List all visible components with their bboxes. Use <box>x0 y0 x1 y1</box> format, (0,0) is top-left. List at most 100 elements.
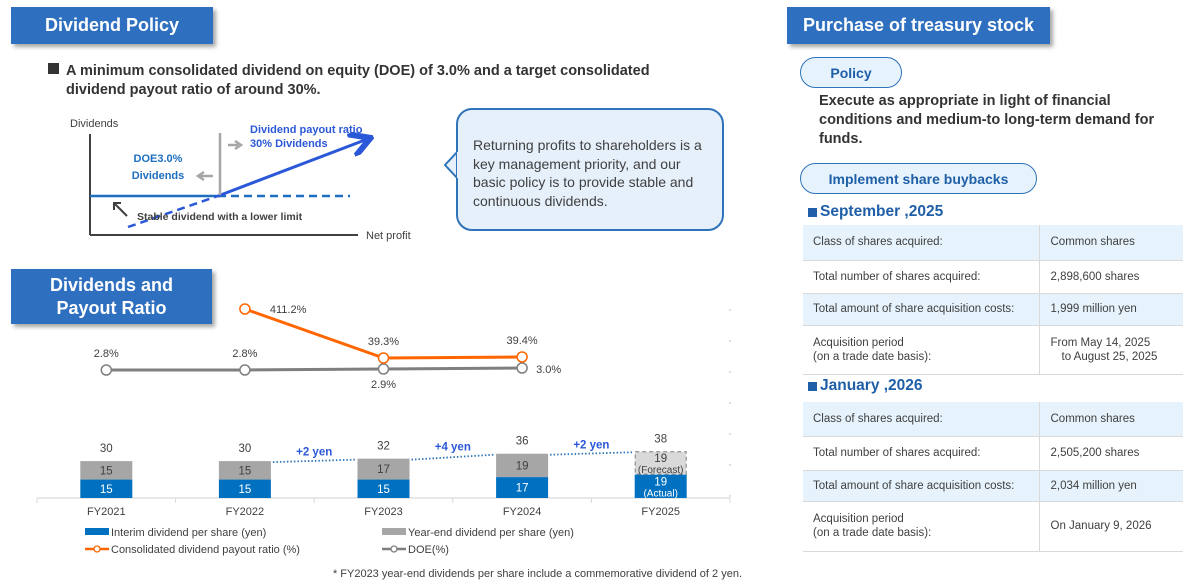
data-labels: 15153015153017153219173619(Forecast)19(A… <box>94 304 684 499</box>
payout-arrow <box>217 140 365 198</box>
total-label: 30 <box>239 443 252 455</box>
forecast-note: (Forecast) <box>638 465 684 476</box>
floor-label: Stable dividend with a lower limit <box>137 211 303 223</box>
table-row: Acquisition period (on a trade date basi… <box>803 325 1183 375</box>
row-value: 1,999 million yen <box>1039 293 1183 326</box>
x-tick-label: FY2021 <box>87 506 126 518</box>
row-value: 2,898,600 shares <box>1039 260 1183 294</box>
bar-interim <box>357 479 410 498</box>
doe-marker <box>239 364 251 376</box>
period-heading-text: January ,2026 <box>820 377 923 394</box>
increase-connector <box>411 453 495 461</box>
row-value-line2: to August 25, 2025 <box>1061 350 1158 363</box>
row-label-line2: (on a trade date basis): <box>813 350 932 363</box>
increase-annotations: +2 yen +4 yen +2 yen <box>272 439 633 463</box>
increase-connector <box>550 451 633 456</box>
row-label-line2: (on a trade date basis): <box>813 527 932 539</box>
row-label: Acquisition period (on a trade date basi… <box>803 325 1040 375</box>
period-heading-text: September ,2025 <box>820 203 944 220</box>
period-heading-jan-2026: January ,2026 <box>808 377 923 395</box>
line-series <box>100 303 528 376</box>
row-value: 2,505,200 shares <box>1039 436 1183 471</box>
doe-line <box>106 366 523 372</box>
bar-series <box>80 451 687 498</box>
legend-swatch-bar <box>85 528 109 535</box>
row-label-line1: Acquisition period <box>813 336 904 349</box>
table-row: Total amount of share acquisition costs:… <box>803 293 1183 326</box>
section-title-text: Purchase of treasury stock <box>802 15 1035 35</box>
payout-label: 39.3% <box>368 336 399 348</box>
legend-label: Year-end dividend per share (yen) <box>408 527 574 539</box>
speech-tail-cover <box>457 152 462 178</box>
table-row: Total amount of share acquisition costs:… <box>803 470 1183 502</box>
x-tick-label: FY2024 <box>503 506 542 518</box>
bar-year-end <box>80 461 133 480</box>
policy-pill-label: Policy <box>830 64 872 81</box>
x-tick-label: FY2022 <box>226 506 265 518</box>
row-value: On January 9, 2026 <box>1039 501 1183 552</box>
arrow-left-icon <box>195 170 213 182</box>
interim-label: 15 <box>377 484 390 496</box>
diagram-x-axis-label: Net profit <box>366 230 411 242</box>
doe-label: 2.9% <box>371 379 396 391</box>
bar-interim <box>496 477 549 498</box>
legend-label: Interim dividend per share (yen) <box>111 527 266 539</box>
policy-pill: Policy <box>800 57 902 88</box>
curved-arrow-icon <box>113 202 128 217</box>
table-row: Class of shares acquired: Common shares <box>803 402 1183 437</box>
row-label: Class of shares acquired: <box>803 225 1040 261</box>
speech-bubble: Returning profits to shareholders is a k… <box>456 108 724 231</box>
section-title-dividends-payout: Dividends and Payout Ratio <box>11 269 212 324</box>
chart-footnote: * FY2023 year-end dividends per share in… <box>333 568 742 580</box>
year-end-label: 19 <box>516 460 529 472</box>
payout-label: 39.4% <box>506 335 537 347</box>
interim-label: 19 <box>654 476 667 488</box>
doe-label-line2: Dividends <box>132 170 185 182</box>
section-title-text: Dividend Policy <box>44 15 180 35</box>
interim-label: 15 <box>239 484 252 496</box>
doe-marker <box>377 363 390 375</box>
bar-year-end-forecast <box>634 451 687 475</box>
total-label: 32 <box>377 441 390 453</box>
bar-year-end <box>357 458 410 480</box>
policy-statement-line1: A minimum consolidated dividend on equit… <box>66 63 650 79</box>
payout-marker <box>377 352 390 364</box>
table-row: Total number of shares acquired: 2,898,6… <box>803 260 1183 294</box>
table-row: Acquisition period (on a trade date basi… <box>803 501 1183 552</box>
actual-note: (Actual) <box>643 488 677 499</box>
payout-label: 411.2% <box>270 304 307 316</box>
row-value: 2,034 million yen <box>1039 470 1183 502</box>
row-value-line1: From May 14, 2025 <box>1050 336 1151 349</box>
year-end-label: 17 <box>377 464 390 476</box>
bar-interim <box>218 479 271 498</box>
square-bullet-icon <box>808 381 817 391</box>
section-title-line1: Dividends and <box>49 274 174 295</box>
increase-connector <box>272 458 356 463</box>
buyback-table-jan-2026: Class of shares acquired: Common shares … <box>803 402 1183 552</box>
x-tick-label: FY2025 <box>641 506 680 518</box>
legend-swatch-bar <box>382 528 406 535</box>
year-end-label: 15 <box>239 465 252 477</box>
section-title-treasury-stock: Purchase of treasury stock <box>787 7 1050 44</box>
year-end-label: 15 <box>100 465 113 477</box>
speech-bubble-tail <box>444 150 460 180</box>
total-label: 36 <box>516 436 529 448</box>
policy-statement: A minimum consolidated dividend on equit… <box>48 62 728 100</box>
section-title-dividend-policy: Dividend Policy <box>11 7 213 44</box>
payout-label-line2: 30% Dividends <box>250 138 328 150</box>
x-tick-label: FY2023 <box>364 506 403 518</box>
square-bullet-icon <box>808 207 817 217</box>
payout-line-dashed <box>127 194 219 229</box>
doe-label: 3.0% <box>536 364 561 376</box>
bar-interim <box>80 479 133 498</box>
period-heading-sep-2025: September ,2025 <box>808 203 943 221</box>
total-label: 38 <box>654 433 667 445</box>
dividends-payout-chart: FY2021 FY2022 FY2023 FY2024 FY2025 +2 yen +4 … <box>36 303 742 580</box>
doe-label: 2.8% <box>94 348 119 360</box>
section-title-line2: Payout Ratio <box>56 297 167 318</box>
payout-marker <box>516 351 528 363</box>
year-end-label: 19 <box>654 453 667 465</box>
legend-swatch-marker <box>390 545 398 553</box>
interim-label: 15 <box>100 484 113 496</box>
payout-marker <box>239 303 251 315</box>
